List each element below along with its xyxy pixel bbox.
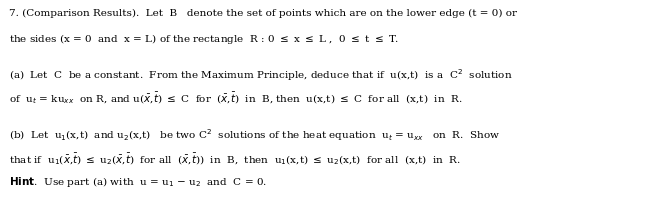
Text: (b)  Let  u$_1$(x,t)  and u$_2$(x,t)   be two C$^{2}$  solutions of the heat equ: (b) Let u$_1$(x,t) and u$_2$(x,t) be two… [9, 128, 500, 143]
Text: the sides (x = 0  and  x = L) of the rectangle  R : 0 $\leq$ x $\leq$ L ,  0 $\l: the sides (x = 0 and x = L) of the recta… [9, 32, 399, 46]
Text: (a)  Let  C  be a constant.  From the Maximum Principle, deduce that if  u(x,t) : (a) Let C be a constant. From the Maximu… [9, 67, 512, 83]
Text: that if  u$_1$($\bar{x}$,$\bar{t}$) $\leq$ u$_2$($\bar{x}$,$\bar{t}$)  for all  : that if u$_1$($\bar{x}$,$\bar{t}$) $\leq… [9, 151, 461, 167]
Text: 7. (Comparison Results).  Let  B   denote the set of points which are on the low: 7. (Comparison Results). Let B denote th… [9, 9, 516, 18]
Text: of  u$_t$ = ku$_{xx}$  on R, and u($\bar{x}$,$\bar{t}$) $\leq$ C  for  ($\bar{x}: of u$_t$ = ku$_{xx}$ on R, and u($\bar{x… [9, 91, 462, 106]
Text: $\mathbf{Hint}$.  Use part (a) with  u = u$_1$ $-$ u$_2$  and  C = 0.: $\mathbf{Hint}$. Use part (a) with u = u… [9, 175, 267, 190]
